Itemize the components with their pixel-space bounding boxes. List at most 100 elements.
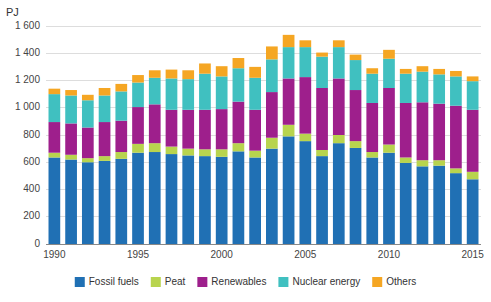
bar-segment <box>115 121 127 152</box>
bar-segment <box>450 71 462 76</box>
bar-segment <box>149 78 161 105</box>
bar-segment <box>115 91 127 120</box>
bar-segment <box>249 78 261 110</box>
legend-item: Fossil fuels <box>75 276 139 287</box>
bar-segment <box>182 149 194 156</box>
bar-segment <box>433 160 445 165</box>
bar-segment <box>316 156 328 244</box>
bar-segment <box>115 84 127 91</box>
bar-segment <box>350 90 362 141</box>
bar-segment <box>65 160 77 244</box>
grid-line <box>46 189 481 190</box>
bar-segment <box>182 110 194 149</box>
bar-segment <box>65 155 77 160</box>
bar-segment <box>400 74 412 103</box>
legend-swatch <box>372 277 382 287</box>
bar-segment <box>283 136 295 244</box>
bar-segment <box>417 166 429 244</box>
bar-segment <box>350 60 362 90</box>
bar-segment <box>65 90 77 95</box>
bar-segment <box>283 47 295 78</box>
bar-segment <box>467 81 479 110</box>
bar-segment <box>450 106 462 169</box>
legend-item: Others <box>372 276 416 287</box>
bar-segment <box>166 110 178 147</box>
series <box>49 77 479 172</box>
grid-line <box>46 80 481 81</box>
x-tick-label: 2010 <box>378 249 401 260</box>
bar-segment <box>233 102 245 144</box>
bar-segment <box>417 102 429 160</box>
series <box>49 35 479 100</box>
bar-segment <box>132 75 144 82</box>
bar-segment <box>450 173 462 244</box>
bar-segment <box>299 134 311 141</box>
bar-segment <box>82 158 94 162</box>
bar-segment <box>233 58 245 68</box>
bar-segment <box>82 95 94 100</box>
legend-item: Peat <box>151 276 186 287</box>
bar-segment <box>49 94 61 122</box>
bar-segment <box>467 76 479 81</box>
bar-segment <box>283 125 295 137</box>
bar-segment <box>65 123 77 154</box>
y-tick-label: 200 <box>23 210 40 221</box>
bar-segment <box>149 70 161 77</box>
bar-segment <box>299 40 311 47</box>
bar-segment <box>82 162 94 244</box>
bar-segment <box>182 155 194 244</box>
y-tick-label: 1 000 <box>15 101 40 112</box>
legend-label: Others <box>386 276 416 287</box>
bar-segment <box>350 148 362 244</box>
bar-segment <box>216 66 228 76</box>
y-axis-label: PJ <box>6 6 19 18</box>
bar-segment <box>166 70 178 79</box>
bar-segment <box>99 122 111 156</box>
bar-segment <box>233 151 245 244</box>
bar-segment <box>417 66 429 71</box>
bar-segment <box>49 122 61 153</box>
bars <box>49 35 479 244</box>
legend: Fossil fuels Peat Renewables Nuclear energy… <box>75 276 416 287</box>
bar-segment <box>99 88 111 95</box>
bar-segment <box>383 153 395 244</box>
bar-segment <box>366 152 378 157</box>
y-tick-label: 800 <box>23 129 40 140</box>
bar-segment <box>433 166 445 244</box>
bar-segment <box>333 47 345 78</box>
y-tick-label: 600 <box>23 156 40 167</box>
bar-segment <box>383 88 395 145</box>
bar-segment <box>417 72 429 103</box>
grid-line <box>46 162 481 163</box>
bar-segment <box>433 74 445 103</box>
bar-segment <box>467 110 479 172</box>
legend-label: Peat <box>165 276 186 287</box>
grid-line <box>46 135 481 136</box>
x-tick-label: 1990 <box>43 249 66 260</box>
bar-segment <box>132 144 144 153</box>
bar-segment <box>350 55 362 60</box>
x-axis: 199019952000200520102015 <box>43 244 484 260</box>
bar-segment <box>99 156 111 161</box>
legend-label: Nuclear energy <box>292 276 360 287</box>
bar-segment <box>400 157 412 162</box>
grid <box>46 26 481 244</box>
bar-segment <box>266 138 278 149</box>
legend-item: Nuclear energy <box>278 276 360 287</box>
grid-line <box>46 107 481 108</box>
bar-segment <box>316 57 328 88</box>
bar-segment <box>166 78 178 109</box>
legend-item: Renewables <box>197 276 266 287</box>
bar-segment <box>82 128 94 159</box>
bar-segment <box>283 35 295 47</box>
bar-segment <box>383 50 395 59</box>
bar-segment <box>417 160 429 166</box>
bar-segment <box>199 63 211 73</box>
bar-segment <box>199 156 211 244</box>
bar-segment <box>400 103 412 158</box>
bar-segment <box>199 149 211 156</box>
bar-segment <box>366 68 378 73</box>
y-tick-label: 1 600 <box>15 20 40 31</box>
legend-swatch <box>197 277 207 287</box>
bar-segment <box>166 147 178 154</box>
